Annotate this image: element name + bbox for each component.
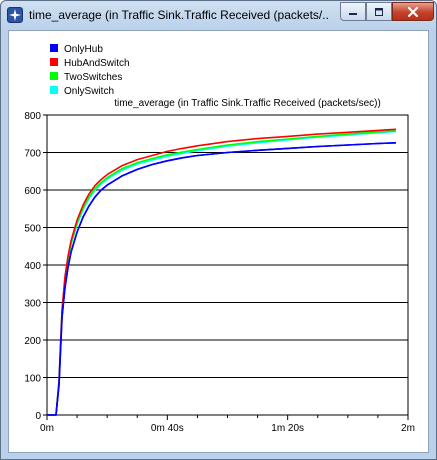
close-icon: [407, 6, 419, 17]
minimize-button[interactable]: [340, 2, 366, 21]
x-tick-label-80: 1m 20s: [271, 423, 304, 434]
legend-swatch-OnlyHub: [50, 44, 58, 52]
series-line-OnlySwitch: [47, 130, 397, 416]
legend-label-OnlySwitch: OnlySwitch: [64, 86, 114, 97]
legend-label-HubAndSwitch: HubAndSwitch: [64, 58, 130, 69]
y-tick-label-0: 0: [35, 411, 41, 422]
y-tick-label-800: 800: [24, 111, 41, 122]
plot-title: time_average (in Traffic Sink.Traffic Re…: [114, 98, 381, 109]
window-title: time_average (in Traffic Sink.Traffic Re…: [29, 8, 329, 22]
legend-swatch-HubAndSwitch: [50, 58, 58, 66]
legend-swatch-TwoSwitches: [50, 72, 58, 80]
y-tick-label-100: 100: [24, 374, 41, 385]
line-chart[interactable]: time_average (in Traffic Sink.Traffic Re…: [10, 32, 427, 451]
series-line-HubAndSwitch: [47, 128, 397, 416]
x-tick-label-0: 0m: [40, 423, 54, 434]
y-tick-label-400: 400: [24, 261, 41, 272]
maximize-icon: [375, 7, 383, 16]
title-bar[interactable]: time_average (in Traffic Sink.Traffic Re…: [1, 1, 436, 29]
y-tick-label-300: 300: [24, 299, 41, 310]
legend-label-OnlyHub: OnlyHub: [64, 44, 103, 55]
maximize-button[interactable]: [366, 2, 392, 21]
y-tick-label-700: 700: [24, 149, 41, 160]
y-tick-label-500: 500: [24, 224, 41, 235]
legend-swatch-OnlySwitch: [50, 86, 58, 94]
chart-client-area: time_average (in Traffic Sink.Traffic Re…: [8, 30, 429, 453]
series-line-TwoSwitches: [47, 130, 397, 416]
series-line-OnlyHub-top: [47, 142, 397, 416]
plot-border: [46, 114, 409, 416]
y-tick-label-200: 200: [24, 336, 41, 347]
legend-label-TwoSwitches: TwoSwitches: [64, 72, 122, 83]
y-tick-label-600: 600: [24, 186, 41, 197]
omnet-star-icon[interactable]: [7, 7, 23, 23]
close-button[interactable]: [392, 2, 434, 21]
minimize-icon: [349, 12, 357, 15]
x-tick-label-120: 2m: [401, 423, 415, 434]
x-tick-label-40: 0m 40s: [151, 423, 184, 434]
plot-area[interactable]: time_average (in Traffic Sink.Traffic Re…: [10, 32, 427, 451]
